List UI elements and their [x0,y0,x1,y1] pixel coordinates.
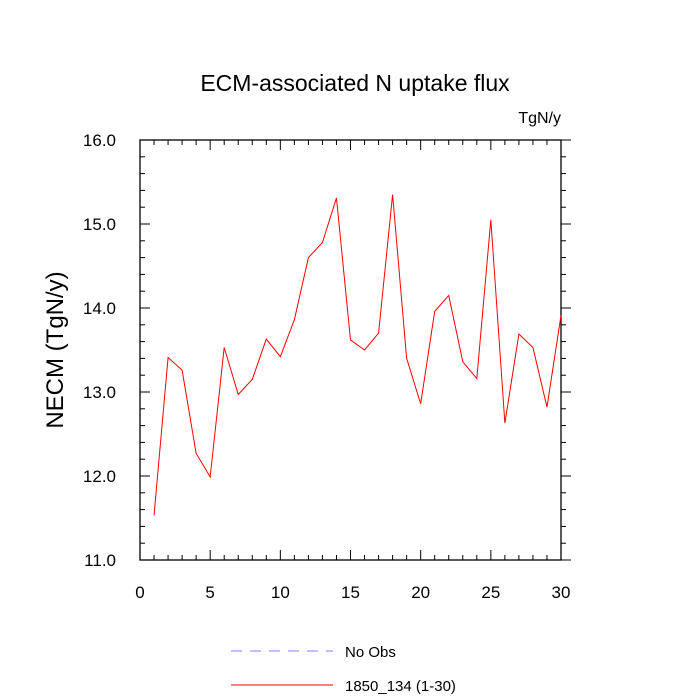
x-tick-label: 20 [411,583,430,602]
y-tick-label: 12.0 [83,467,116,486]
x-tick-label: 10 [271,583,290,602]
y-tick-label: 15.0 [83,215,116,234]
y-tick-label: 14.0 [83,299,116,318]
y-tick-label: 11.0 [84,551,116,570]
x-tick-label: 15 [341,583,360,602]
y-tick-label: 16.0 [83,131,116,150]
x-tick-label: 0 [135,583,144,602]
series-line [153,194,562,516]
x-tick-label: 30 [552,583,571,602]
series-layer [153,194,562,516]
legend-label: No Obs [345,644,396,661]
y-axis-label: NECM (TgN/y) [42,271,69,428]
plot-border [139,139,562,561]
axis-tick-labels: 0 5 10 15 20 25 30 11.0 12.0 13.0 14.0 15.0 16.0 [83,131,571,602]
x-tick-label: 25 [481,583,500,602]
y-tick-label: 13.0 [83,383,116,402]
plot-frame [139,139,562,561]
axis-ticks [139,139,571,561]
legend: No Obs 1850_134 (1-30) [231,644,456,695]
chart-title: ECM-associated N uptake flux [200,70,510,96]
units-label: TgN/y [518,110,561,127]
legend-label: 1850_134 (1-30) [345,678,456,695]
x-tick-label: 5 [205,583,214,602]
